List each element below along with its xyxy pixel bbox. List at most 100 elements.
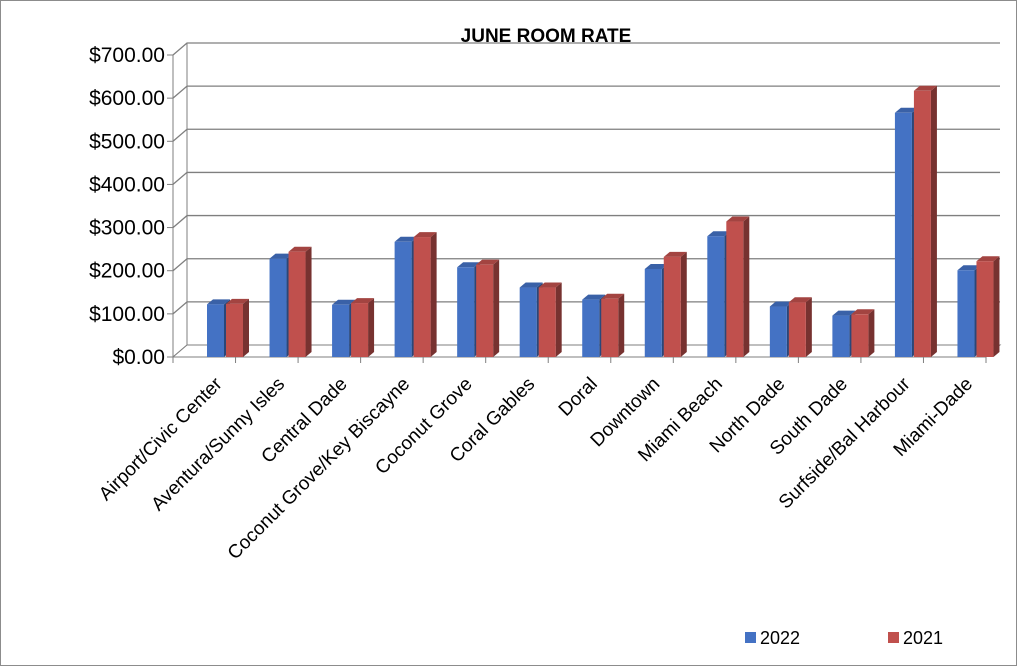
gridline	[172, 85, 1000, 99]
bar-front	[913, 90, 931, 358]
bar-top	[851, 309, 875, 315]
bar-top	[769, 301, 793, 307]
bar-front	[582, 299, 600, 357]
y-tick-label: $600.00	[89, 87, 165, 110]
bar-top	[957, 265, 981, 271]
x-tick-label: Doral	[555, 374, 602, 421]
y-tick-label: $100.00	[89, 303, 165, 326]
bar	[351, 298, 375, 357]
x-tick-label: Airport/Civic Center	[95, 373, 227, 505]
bar-side	[493, 259, 500, 357]
y-axis-ticks: $0.00 $100.00 $200.00 $300.00 $400.00 $500.00…	[89, 44, 173, 369]
bar-top	[644, 263, 668, 269]
bar-top	[913, 85, 937, 91]
bars	[207, 85, 1000, 358]
bar-front	[332, 304, 350, 357]
chart-title: JUNE ROOM RATE	[461, 26, 632, 47]
y-tick-label: $200.00	[89, 260, 165, 283]
bar-top	[663, 251, 687, 257]
bar-front	[644, 268, 662, 357]
bar	[788, 297, 812, 357]
legend-swatch	[745, 632, 756, 643]
bar-side	[868, 309, 875, 357]
gridlines	[172, 42, 1000, 315]
bar-side	[618, 293, 625, 357]
bar	[538, 282, 562, 357]
y-tick-label: $500.00	[89, 130, 165, 153]
bar-front	[726, 221, 744, 357]
bar-front	[707, 236, 725, 357]
gridline	[172, 214, 1000, 229]
gridline	[172, 128, 1000, 142]
legend-label: 2021	[903, 628, 943, 648]
bar-side	[555, 282, 562, 357]
bar-top	[351, 298, 375, 304]
bar-side	[305, 246, 312, 357]
bar-front	[957, 270, 975, 357]
bar-front	[663, 256, 681, 357]
bar-side	[993, 256, 1000, 357]
bar	[726, 216, 750, 357]
legend: 2022 2021	[745, 628, 943, 648]
y-tick-label: $400.00	[89, 173, 165, 196]
bar-front	[538, 287, 556, 357]
bar-front	[894, 112, 912, 357]
bar-front	[788, 302, 806, 357]
bar-front	[476, 264, 494, 357]
bar-top	[832, 310, 856, 316]
bar	[663, 251, 687, 357]
bar	[601, 293, 625, 357]
y-tick-label: $300.00	[89, 217, 165, 240]
bar-top	[788, 297, 812, 303]
bar-top	[332, 299, 356, 305]
bar-top	[894, 107, 918, 113]
bar-top	[207, 299, 230, 305]
bar-front	[413, 237, 431, 357]
bar-top	[457, 262, 481, 268]
bar-front	[601, 298, 619, 357]
bar	[851, 309, 875, 357]
bar	[476, 259, 500, 357]
y-tick-label: $0.00	[112, 346, 165, 369]
bar-side	[743, 216, 750, 357]
bar-top	[413, 232, 437, 238]
bar-top	[519, 282, 543, 288]
legend-label: 2022	[760, 628, 800, 648]
bar-top	[601, 293, 625, 299]
bar-front	[288, 251, 306, 357]
bar-front	[519, 287, 537, 357]
bar-front	[976, 261, 994, 357]
bar-front	[851, 314, 869, 357]
bar	[976, 256, 1000, 357]
bar-side	[243, 298, 249, 357]
bar-front	[226, 303, 243, 357]
y-tick-label: $700.00	[89, 44, 165, 67]
bar-top	[582, 294, 606, 300]
bar-front	[269, 258, 287, 357]
bar-top	[538, 282, 562, 288]
legend-item: 2021	[888, 628, 943, 648]
legend-swatch	[888, 632, 899, 643]
bar-side	[680, 251, 687, 357]
gridline	[172, 171, 1000, 185]
bar-front	[832, 315, 850, 357]
bar	[413, 232, 437, 357]
gridline	[172, 42, 1000, 56]
bar-front	[457, 267, 475, 357]
bar	[226, 298, 249, 357]
bar-top	[226, 298, 249, 304]
bar-top	[269, 253, 293, 259]
bar-front	[207, 304, 224, 357]
bar	[288, 246, 312, 357]
bar-front	[351, 303, 369, 357]
bar-side	[805, 297, 812, 357]
bar-side	[430, 232, 437, 357]
bar-top	[976, 256, 1000, 262]
bar-top	[288, 246, 312, 252]
bar-side	[368, 298, 375, 357]
bar-front	[769, 306, 787, 357]
bar	[913, 85, 937, 358]
bar-top	[707, 231, 731, 237]
